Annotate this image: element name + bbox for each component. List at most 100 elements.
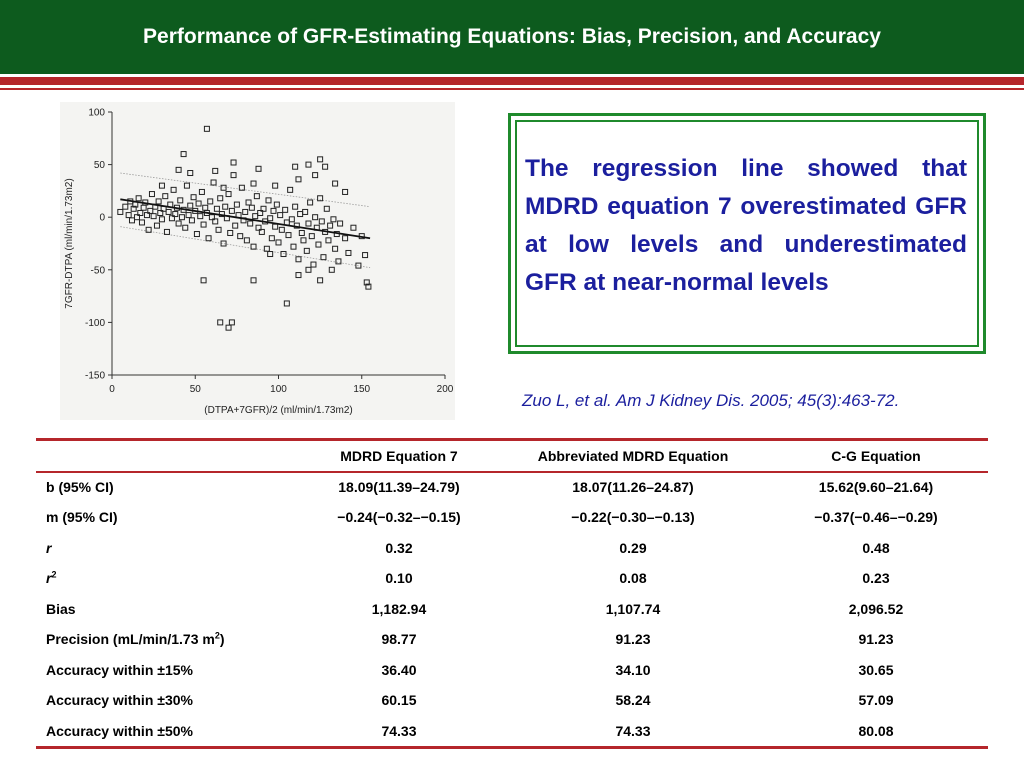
data-point bbox=[315, 241, 322, 248]
table-cell: 2,096.52 bbox=[848, 600, 904, 617]
table-cell: 0.23 bbox=[862, 570, 890, 587]
regression-line bbox=[120, 198, 371, 240]
data-point bbox=[187, 170, 194, 177]
x-tick-label: 0 bbox=[109, 384, 115, 395]
data-point bbox=[220, 240, 227, 247]
data-point bbox=[317, 156, 324, 163]
data-point bbox=[233, 201, 240, 208]
x-tick-label: 50 bbox=[190, 384, 202, 395]
data-point bbox=[267, 251, 274, 258]
table-row: Precision (mL/min/1.73 m2) 98.77 91.23 9… bbox=[36, 624, 988, 655]
data-point bbox=[162, 193, 169, 200]
table-row: Accuracy within ±30% 60.15 58.24 57.09 bbox=[36, 685, 988, 716]
data-point bbox=[217, 319, 224, 326]
data-point bbox=[312, 172, 319, 179]
data-point bbox=[250, 277, 257, 284]
data-point bbox=[292, 203, 299, 210]
data-point bbox=[170, 186, 177, 193]
data-point bbox=[282, 206, 289, 213]
data-point bbox=[190, 194, 197, 201]
table-cell: 60.15 bbox=[381, 692, 417, 709]
data-point bbox=[197, 213, 204, 220]
data-point bbox=[200, 277, 207, 284]
table-row: r 0.32 0.29 0.48 bbox=[36, 533, 988, 564]
data-point bbox=[187, 202, 194, 209]
data-point bbox=[238, 184, 245, 191]
data-point bbox=[330, 216, 337, 223]
table-cell: −0.24(−0.32–−0.15) bbox=[337, 509, 461, 526]
data-point bbox=[250, 180, 257, 187]
table-cell: 58.24 bbox=[615, 692, 651, 709]
data-point bbox=[287, 186, 294, 193]
data-point bbox=[312, 214, 319, 221]
data-point bbox=[327, 222, 334, 229]
data-point bbox=[150, 213, 157, 220]
table-header-row: MDRD Equation 7 Abbreviated MDRD Equatio… bbox=[36, 441, 988, 473]
data-point bbox=[268, 235, 275, 242]
data-point bbox=[168, 215, 175, 222]
data-point bbox=[295, 256, 302, 263]
y-tick-label: -100 bbox=[85, 318, 105, 329]
table-row: m (95% CI) −0.24(−0.32–−0.15) −0.22(−0.3… bbox=[36, 502, 988, 533]
data-point bbox=[242, 208, 249, 215]
data-point bbox=[230, 172, 237, 179]
x-tick-label: 150 bbox=[353, 384, 370, 395]
callout-inner-border: The regression line showed that MDRD equ… bbox=[515, 120, 979, 347]
table-row: b (95% CI) 18.09(11.39–24.79) 18.07(11.2… bbox=[36, 472, 988, 503]
table-row: Accuracy within ±15% 36.40 34.10 30.65 bbox=[36, 655, 988, 686]
citation: Zuo L, et al. Am J Kidney Dis. 2005; 45(… bbox=[522, 391, 900, 410]
table-cell: 18.07(11.26–24.87) bbox=[572, 479, 694, 496]
row-label: Accuracy within ±15% bbox=[46, 661, 193, 678]
data-point bbox=[362, 252, 369, 259]
table-cell: 18.09(11.39–24.79) bbox=[338, 479, 460, 496]
data-point bbox=[257, 209, 264, 216]
table-cell: −0.22(−0.30–−0.13) bbox=[571, 509, 695, 526]
data-point bbox=[212, 167, 219, 174]
data-point bbox=[213, 205, 220, 212]
data-point bbox=[345, 249, 352, 256]
data-point bbox=[178, 214, 185, 221]
table-cell: 15.62(9.60–21.64) bbox=[818, 479, 934, 496]
data-point bbox=[300, 237, 307, 244]
row-label: m (95% CI) bbox=[46, 509, 118, 526]
data-point bbox=[182, 224, 189, 231]
data-point bbox=[165, 208, 172, 215]
header-cell-blank bbox=[36, 441, 296, 473]
row-label-text: r bbox=[46, 570, 52, 587]
data-point bbox=[250, 243, 257, 250]
scatter-chart-svg: 100 50 0 -50 -100 -150 0 50 100 150 200 (DTPA+7GFR)… bbox=[64, 108, 454, 417]
data-point bbox=[180, 151, 187, 158]
data-point bbox=[310, 261, 317, 268]
data-point bbox=[252, 213, 259, 220]
row-label: r bbox=[36, 533, 296, 564]
data-point bbox=[243, 237, 250, 244]
row-label-tail: ) bbox=[219, 631, 225, 648]
data-point bbox=[225, 191, 232, 198]
data-point bbox=[212, 218, 219, 225]
data-point bbox=[198, 188, 205, 195]
data-point bbox=[350, 224, 357, 231]
table-row: Accuracy within ±50% 74.33 74.33 80.08 bbox=[36, 716, 988, 747]
data-point bbox=[297, 211, 304, 218]
data-point bbox=[272, 223, 279, 230]
data-point bbox=[122, 203, 129, 210]
data-point bbox=[155, 198, 162, 205]
table-cell: 0.32 bbox=[385, 539, 413, 556]
table-cell: 1,107.74 bbox=[605, 600, 661, 617]
data-point bbox=[332, 245, 339, 252]
data-point bbox=[203, 125, 210, 132]
data-point bbox=[290, 243, 297, 250]
data-point bbox=[275, 239, 282, 246]
table-cell: 91.23 bbox=[615, 631, 651, 648]
page-title: Performance of GFR-Estimating Equations:… bbox=[143, 25, 881, 48]
data-point bbox=[128, 217, 135, 224]
table-cell: 34.10 bbox=[615, 661, 651, 678]
row-label-text: Precision (mL/min/1.73 m bbox=[46, 631, 215, 648]
data-point bbox=[303, 247, 310, 254]
data-point bbox=[200, 221, 207, 228]
header-cell-mdrd7: MDRD Equation 7 bbox=[296, 441, 502, 473]
data-point bbox=[183, 182, 190, 189]
data-point bbox=[205, 235, 212, 242]
data-point bbox=[188, 217, 195, 224]
data-point bbox=[158, 182, 165, 189]
